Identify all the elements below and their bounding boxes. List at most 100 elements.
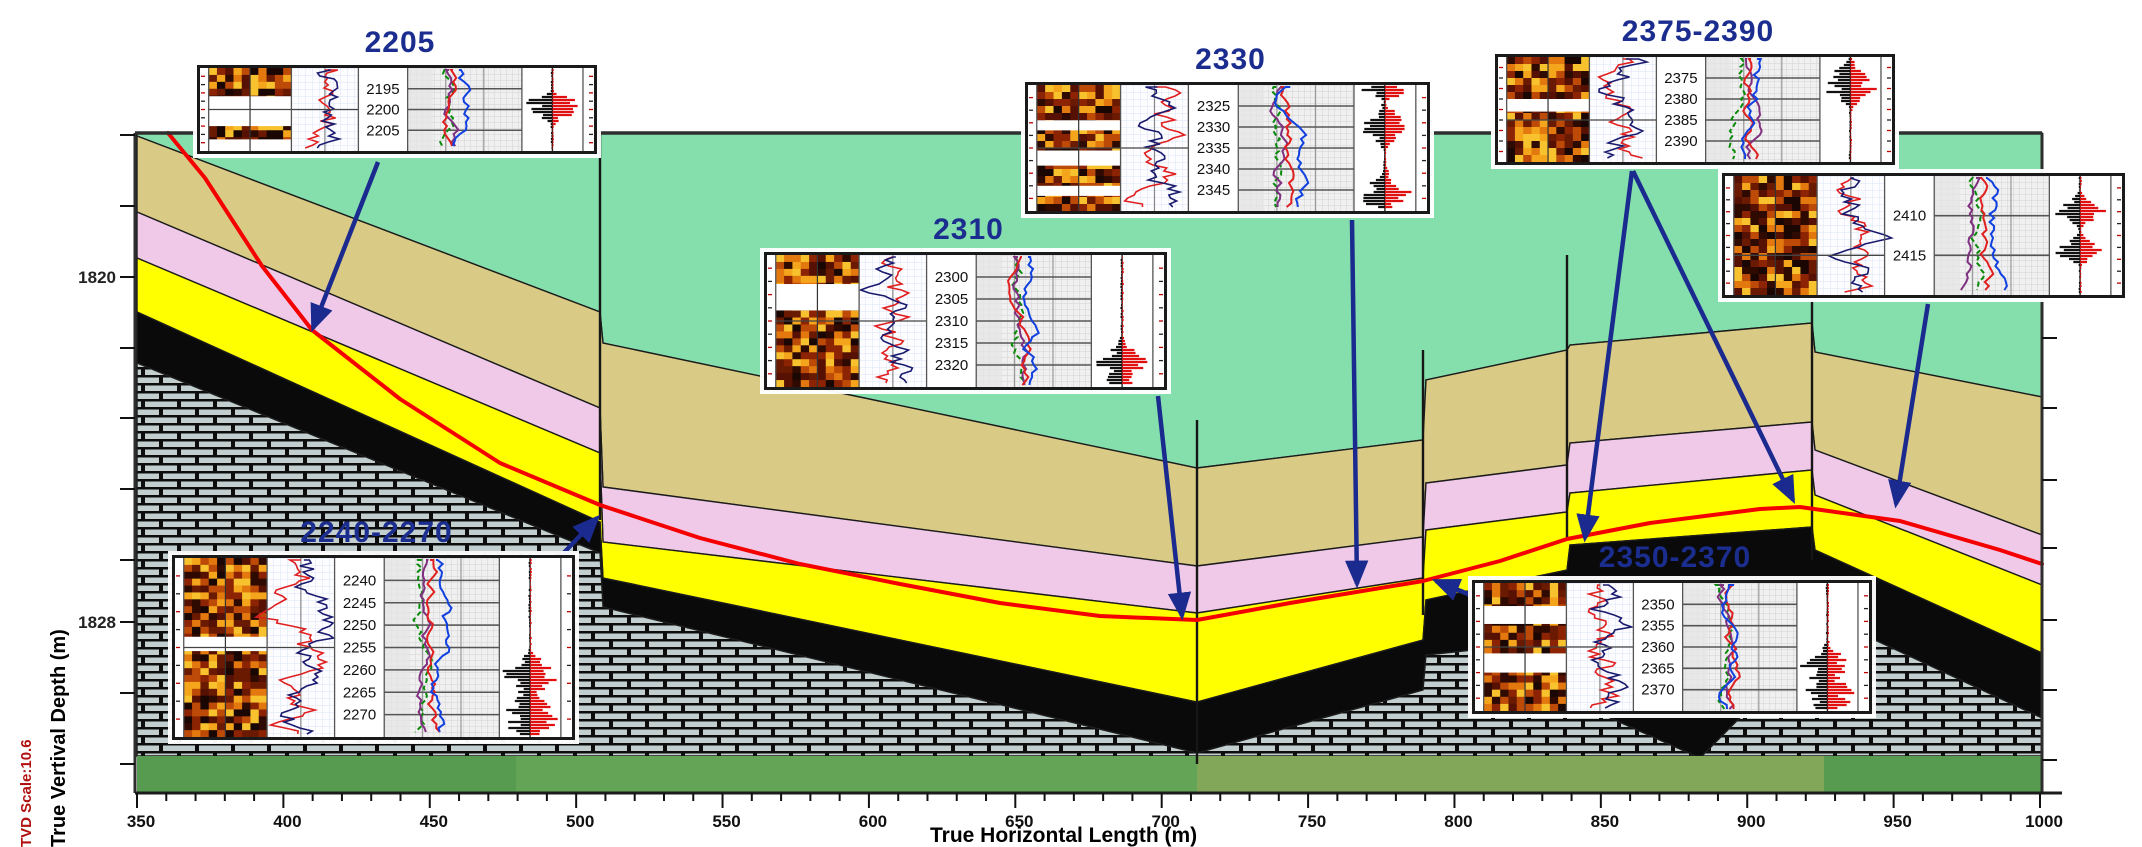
callout-arrow [1576, 170, 1635, 543]
callout-arrows [310, 161, 1931, 621]
depth-labels: 2375 2380 2385 2390 [1664, 70, 1697, 150]
depth-labels: 2410 2415 [1893, 208, 1926, 265]
depth-label: 2300 [935, 269, 968, 286]
x-axis-label: True Horizontal Length (m) [930, 824, 1198, 847]
x-tick-label: 650 [1005, 812, 1033, 831]
y-tick-label: 1828 [78, 613, 116, 632]
depth-label: 2330 [1197, 119, 1230, 136]
depth-label: 2260 [343, 662, 376, 679]
callout-arrow [1888, 303, 1931, 509]
x-tick-label: 400 [273, 812, 301, 831]
log-inset-2330: 2325 2330 2335 2340 2345 [1025, 82, 1430, 214]
inset-panels: 2240 2245 2250 2255 2260 2265 2270 [176, 558, 571, 737]
inset-title-2375-2390: 2375-2390 [1621, 15, 1775, 48]
depth-label: 2245 [343, 595, 376, 612]
x-tick-label: 850 [1591, 812, 1619, 831]
depth-label: 2195 [366, 81, 399, 98]
x-tick-label: 350 [127, 812, 155, 831]
depth-label: 2345 [1197, 182, 1230, 199]
depth-label: 2365 [1641, 660, 1674, 677]
mirror-fill-track [1361, 85, 1412, 209]
inset-panels: 2195 2200 2205 [201, 68, 593, 151]
x-tick-label: 450 [420, 812, 448, 831]
log-curve-track [1728, 58, 1763, 160]
strip-segment [1824, 756, 2042, 793]
mirror-fill-track [526, 68, 578, 150]
gr-curve-track [1827, 177, 1895, 293]
depth-label: 2200 [366, 102, 399, 119]
depth-label: 2360 [1641, 639, 1674, 656]
x-tick-label: 700 [1152, 812, 1180, 831]
depth-label: 2370 [1641, 682, 1674, 699]
log-inset-2310: 2300 2305 2310 2315 2320 [764, 252, 1167, 390]
depth-label: 2305 [935, 291, 968, 308]
well-path [166, 131, 2044, 622]
y-tick-label: 1820 [78, 268, 116, 287]
inset-panels: 2350 2355 2360 2365 2370 [1476, 583, 1868, 711]
inset-title-2330: 2330 [1195, 43, 1266, 76]
callout-arrow [1344, 219, 1369, 589]
depth-label: 2255 [343, 640, 376, 657]
gr-curve-track [1596, 58, 1650, 159]
inset-title-2205: 2205 [364, 26, 436, 59]
depth-label: 2335 [1197, 140, 1230, 157]
amplitude-heatmap [775, 255, 860, 387]
strip-segment [1197, 756, 1824, 793]
mirror-fill-track [2055, 176, 2106, 294]
gr-curve-track [304, 69, 343, 149]
depth-label: 2205 [366, 122, 399, 139]
callout-arrow [310, 161, 381, 333]
depth-label: 2250 [343, 617, 376, 634]
log-curve-track [439, 69, 472, 147]
log-curve-track [412, 559, 453, 733]
inset-panels: 2300 2305 2310 2315 2320 [768, 255, 1163, 387]
inset-panels: 2410 2415 [1726, 176, 2121, 295]
basement-strip [137, 756, 2042, 793]
log-curve-track [1269, 86, 1310, 208]
depth-label: 2350 [1641, 596, 1674, 613]
gr-curve-track [253, 559, 336, 735]
mirror-fill-track [1096, 255, 1148, 385]
log-curve-track [1006, 256, 1040, 386]
inset-title-2310: 2310 [933, 213, 1004, 246]
depth-labels: 2350 2355 2360 2365 2370 [1641, 596, 1674, 698]
gr-curve-track [858, 256, 914, 384]
amplitude-heatmap [1036, 85, 1122, 211]
tvd-scale-label: TVD Scale:10.6 [18, 739, 35, 847]
strip-segment [516, 756, 1197, 793]
depth-label: 2355 [1641, 618, 1674, 635]
amplitude-heatmap [1733, 176, 1818, 295]
x-tick-label: 800 [1444, 812, 1472, 831]
log-inset-2375-2390: 2375 2380 2385 2390 [1495, 54, 1895, 165]
y-axis-label: True Vertival Depth (m) [48, 629, 70, 847]
depth-label: 2380 [1664, 91, 1697, 108]
amplitude-heatmap [183, 558, 268, 737]
callout-arrow [553, 514, 601, 564]
fault-lines [598, 134, 1814, 764]
depth-label: 2410 [1893, 208, 1926, 225]
gr-curve-track [1585, 584, 1635, 709]
x-tick-label: 500 [566, 812, 594, 831]
depth-labels: 2195 2200 2205 [366, 81, 399, 140]
log-inset-2205: 2195 2200 2205 [197, 65, 597, 154]
inset-panels: 2325 2330 2335 2340 2345 [1029, 85, 1426, 211]
depth-label: 2340 [1197, 161, 1230, 178]
log-inset-2350-2370: 2350 2355 2360 2365 2370 [1472, 580, 1872, 714]
depth-label: 2315 [935, 335, 968, 352]
inset-title-2240-2270: 2240-2270 [300, 516, 453, 549]
x-tick-label: 750 [1298, 812, 1326, 831]
depth-label: 2375 [1664, 70, 1697, 87]
gr-curve-track [1123, 86, 1187, 208]
mirror-fill-track [1800, 583, 1855, 710]
depth-labels: 2300 2305 2310 2315 2320 [935, 269, 968, 374]
log-inset-2240-2270: 2240 2245 2250 2255 2260 2265 2270 [172, 555, 575, 740]
x-tick-label: 900 [1737, 812, 1765, 831]
x-tick-label: 550 [712, 812, 740, 831]
log-curve-track [1713, 584, 1741, 710]
depth-labels: 2240 2245 2250 2255 2260 2265 2270 [343, 572, 376, 723]
amplitude-heatmap [1506, 57, 1590, 162]
depth-label: 2320 [935, 357, 968, 374]
inset-title-2350-2370: 2350-2370 [1598, 541, 1752, 574]
